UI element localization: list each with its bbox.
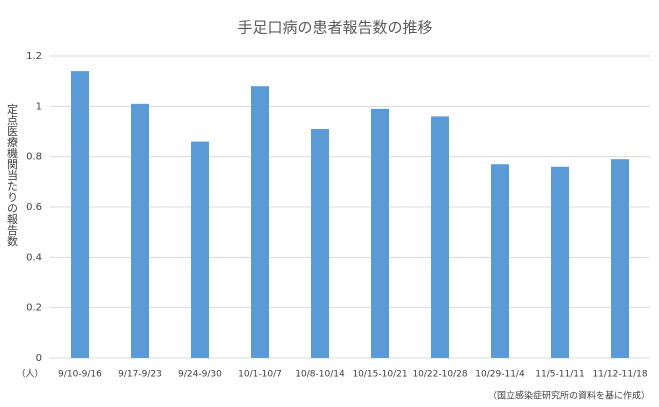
- y-tick-label: 0.4: [26, 252, 42, 263]
- y-tick-label: 1: [36, 101, 42, 112]
- bar: [311, 128, 329, 358]
- x-tick-label: 10/15-10/21: [352, 370, 407, 380]
- x-tick-label: 10/29-11/4: [475, 370, 525, 380]
- bar: [551, 166, 569, 358]
- x-tick-label: 10/8-10/14: [295, 370, 345, 380]
- x-tick-label: 9/24-9/30: [178, 370, 222, 380]
- unit-label: （人）: [16, 369, 43, 380]
- y-tick-label: 0: [36, 353, 42, 364]
- bar: [431, 116, 449, 359]
- bar: [611, 159, 629, 358]
- y-tick-label: 1.2: [26, 51, 42, 62]
- y-tick-label: 0.6: [26, 202, 42, 213]
- bar: [251, 86, 269, 358]
- y-tick-label: 0.2: [26, 303, 42, 314]
- bar: [191, 141, 209, 358]
- bar: [131, 103, 149, 358]
- y-tick-label: 0.8: [26, 152, 42, 163]
- x-tick-label: 10/22-10/28: [412, 370, 467, 380]
- chart-title: 手足口病の患者報告数の推移: [237, 19, 432, 37]
- x-tick-label: 10/1-10/7: [238, 370, 282, 380]
- bar: [371, 108, 389, 358]
- bar: [491, 164, 509, 358]
- bar: [71, 71, 89, 358]
- x-tick-label: 11/12-11/18: [592, 370, 647, 380]
- x-tick-label: 9/17-9/23: [118, 370, 162, 380]
- source-note: （国立感染症研究所の資料を基に作成）: [488, 390, 650, 402]
- x-tick-label: 9/10-9/16: [58, 370, 102, 380]
- y-axis-label: 定点医療機関当たりの報告数: [6, 102, 19, 247]
- x-tick-label: 11/5-11/11: [535, 370, 584, 380]
